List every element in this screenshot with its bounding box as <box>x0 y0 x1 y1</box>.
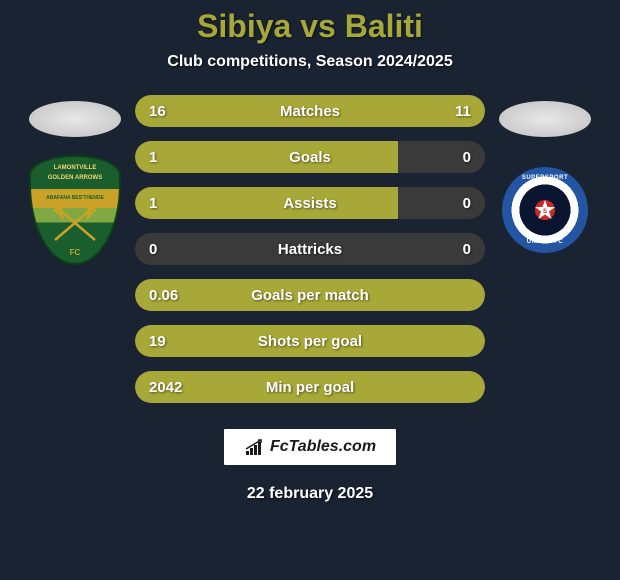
content-row: LAMONTVILLE GOLDEN ARROWS ABAFANA BES'TH… <box>0 95 620 403</box>
stat-fill-left <box>135 187 398 219</box>
stat-value-left: 16 <box>149 103 166 120</box>
right-column: SUPERSPORT S UNITED FC <box>495 95 595 265</box>
crest-left-fc: FC <box>70 248 81 257</box>
player-silhouette-left <box>29 101 121 137</box>
stat-bar: 19 Shots per goal <box>135 325 485 357</box>
crest-left-line1: LAMONTVILLE <box>31 165 119 171</box>
stat-bar: 1 0 Goals <box>135 141 485 173</box>
stat-value-right: 0 <box>463 195 471 212</box>
crossed-arrows-icon <box>50 205 100 245</box>
stat-label: Goals per match <box>251 287 369 304</box>
crest-right-bottom: UNITED FC <box>527 239 564 245</box>
stat-label: Hattricks <box>278 241 342 258</box>
svg-text:S: S <box>543 209 547 215</box>
star-icon: S <box>528 193 562 227</box>
stat-bar: 16 11 Matches <box>135 95 485 127</box>
player-silhouette-right <box>499 101 591 137</box>
stat-value-right: 0 <box>463 149 471 166</box>
stats-column: 16 11 Matches 1 0 Goals 1 0 Assists 0 0 Hattricks 0.… <box>135 95 485 403</box>
left-column: LAMONTVILLE GOLDEN ARROWS ABAFANA BES'TH… <box>25 95 125 265</box>
crest-left-shape: LAMONTVILLE GOLDEN ARROWS ABAFANA BES'TH… <box>29 155 121 265</box>
crest-left-band: ABAFANA BES'THENDE <box>31 195 119 201</box>
chart-growth-icon <box>244 437 264 457</box>
stat-label: Matches <box>280 103 340 120</box>
crest-right-top: SUPERSPORT <box>522 175 568 181</box>
page-title: Sibiya vs Baliti <box>197 8 423 45</box>
crest-right-shape: SUPERSPORT S UNITED FC <box>502 167 588 253</box>
stat-value-left: 0 <box>149 241 157 258</box>
date-text: 22 february 2025 <box>247 485 373 503</box>
stat-bar: 0 0 Hattricks <box>135 233 485 265</box>
stat-label: Goals <box>289 149 331 166</box>
stat-bar: 1 0 Assists <box>135 187 485 219</box>
subtitle: Club competitions, Season 2024/2025 <box>167 53 452 71</box>
source-logo-text: FcTables.com <box>270 438 376 456</box>
stat-value-right: 11 <box>455 103 471 120</box>
stat-value-left: 0.06 <box>149 287 178 304</box>
stat-value-left: 1 <box>149 149 157 166</box>
stat-bar: 0.06 Goals per match <box>135 279 485 311</box>
stat-value-left: 19 <box>149 333 166 350</box>
left-club-crest: LAMONTVILLE GOLDEN ARROWS ABAFANA BES'TH… <box>27 155 123 265</box>
right-club-crest: SUPERSPORT S UNITED FC <box>497 155 593 265</box>
crest-left-line2: GOLDEN ARROWS <box>31 175 119 181</box>
stat-value-left: 2042 <box>149 379 182 396</box>
stat-value-right: 0 <box>463 241 471 258</box>
comparison-card: Sibiya vs Baliti Club competitions, Seas… <box>0 0 620 580</box>
stat-label: Min per goal <box>266 379 354 396</box>
source-logo: FcTables.com <box>222 427 398 467</box>
stat-bar: 2042 Min per goal <box>135 371 485 403</box>
stat-label: Shots per goal <box>258 333 362 350</box>
stat-fill-left <box>135 141 398 173</box>
stat-value-left: 1 <box>149 195 157 212</box>
stat-label: Assists <box>283 195 336 212</box>
